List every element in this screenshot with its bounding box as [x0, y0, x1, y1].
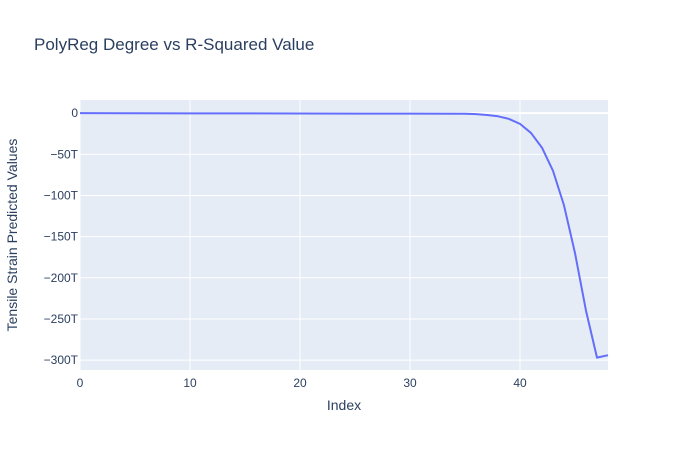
x-tick-label: 20 [293, 376, 307, 390]
y-tick-label: −150T [44, 230, 79, 244]
x-axis-title: Index [327, 397, 361, 413]
y-tick-label: −50T [50, 147, 78, 161]
x-tick-label: 10 [183, 376, 197, 390]
series-line [79, 112, 609, 359]
chart-title: PolyReg Degree vs R-Squared Value [34, 35, 314, 54]
x-tick-label: 30 [403, 376, 417, 390]
x-tick-labels: 0 10 20 30 40 [77, 376, 527, 390]
x-gridlines [79, 100, 521, 370]
y-axis-title: Tensile Strain Predicted Values [4, 139, 20, 332]
y-tick-label: 0 [71, 106, 78, 120]
plot-background [80, 100, 608, 370]
x-tick-label: 40 [513, 376, 527, 390]
y-tick-label: −250T [44, 312, 79, 326]
x-tick-label: 0 [77, 376, 84, 390]
y-tick-label: −100T [44, 188, 79, 202]
series-group [79, 112, 609, 359]
y-tick-label: −300T [44, 353, 79, 367]
y-tick-label: −200T [44, 271, 79, 285]
y-tick-labels: 0 −50T −100T −150T −200T −250T −300T [44, 106, 79, 367]
